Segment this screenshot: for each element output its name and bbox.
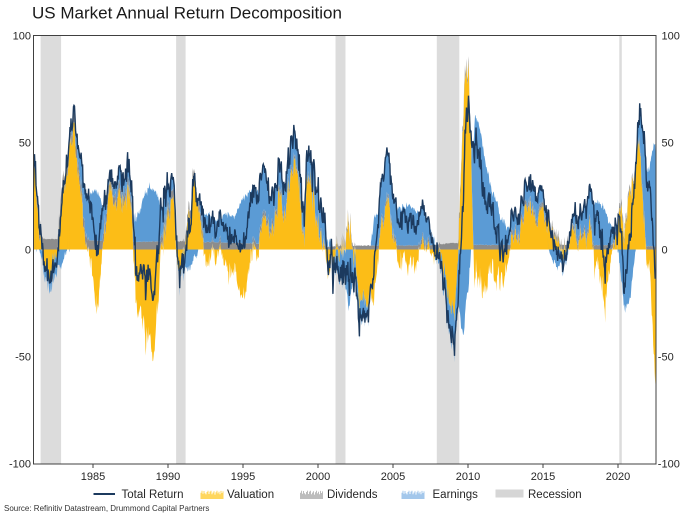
svg-text:50: 50	[662, 138, 674, 150]
svg-text:2020: 2020	[606, 471, 630, 483]
svg-text:-100: -100	[9, 459, 31, 471]
svg-text:2010: 2010	[456, 471, 480, 483]
svg-text:2015: 2015	[531, 471, 555, 483]
svg-text:1995: 1995	[231, 471, 255, 483]
svg-text:-50: -50	[658, 352, 674, 364]
svg-text:Recession: Recession	[528, 489, 582, 501]
svg-text:-50: -50	[15, 352, 31, 364]
svg-text:Total Return: Total Return	[122, 489, 184, 501]
svg-text:0: 0	[662, 245, 668, 257]
svg-text:Valuation: Valuation	[227, 489, 274, 501]
svg-text:-100: -100	[658, 459, 680, 471]
svg-text:US Market Annual Return Decomp: US Market Annual Return Decomposition	[32, 4, 342, 23]
svg-text:50: 50	[19, 138, 31, 150]
svg-text:Earnings: Earnings	[433, 489, 479, 501]
svg-text:0: 0	[25, 245, 31, 257]
svg-text:100: 100	[13, 31, 31, 43]
svg-text:1985: 1985	[81, 471, 105, 483]
svg-text:1990: 1990	[156, 471, 180, 483]
svg-text:Source: Refinitiv Datastream,: Source: Refinitiv Datastream, Drummond C…	[4, 504, 209, 513]
svg-text:2000: 2000	[306, 471, 330, 483]
svg-text:100: 100	[662, 31, 680, 43]
svg-text:Dividends: Dividends	[327, 489, 378, 501]
svg-text:2005: 2005	[381, 471, 405, 483]
